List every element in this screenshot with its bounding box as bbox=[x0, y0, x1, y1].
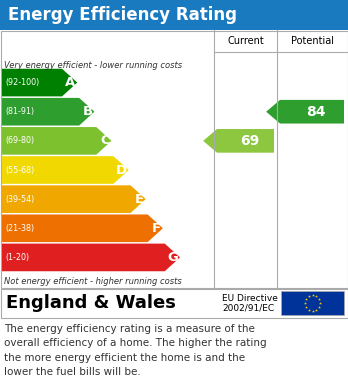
Text: England & Wales: England & Wales bbox=[6, 294, 176, 312]
Text: F: F bbox=[152, 222, 161, 235]
Text: 69: 69 bbox=[240, 134, 259, 148]
Text: (39-54): (39-54) bbox=[5, 195, 34, 204]
Text: D: D bbox=[116, 163, 127, 176]
Text: G: G bbox=[167, 251, 178, 264]
Text: Not energy efficient - higher running costs: Not energy efficient - higher running co… bbox=[4, 276, 182, 285]
Polygon shape bbox=[2, 98, 94, 126]
Bar bbox=[0, 30, 348, 287]
Polygon shape bbox=[2, 185, 146, 213]
Text: Potential: Potential bbox=[291, 36, 334, 46]
Text: 84: 84 bbox=[306, 105, 326, 119]
Text: The energy efficiency rating is a measure of the
overall efficiency of a home. T: The energy efficiency rating is a measur… bbox=[4, 324, 267, 377]
Polygon shape bbox=[266, 100, 344, 124]
Text: (21-38): (21-38) bbox=[5, 224, 34, 233]
Bar bbox=[281, 291, 344, 315]
Text: A: A bbox=[65, 76, 75, 89]
Polygon shape bbox=[2, 69, 77, 97]
Polygon shape bbox=[2, 156, 129, 184]
Text: (81-91): (81-91) bbox=[5, 107, 34, 116]
Text: Current: Current bbox=[227, 36, 264, 46]
Text: (69-80): (69-80) bbox=[5, 136, 34, 145]
Text: E: E bbox=[135, 193, 144, 206]
Polygon shape bbox=[2, 244, 180, 271]
Polygon shape bbox=[2, 215, 163, 242]
Text: Very energy efficient - lower running costs: Very energy efficient - lower running co… bbox=[4, 61, 182, 70]
Polygon shape bbox=[203, 129, 274, 152]
Text: C: C bbox=[100, 135, 110, 147]
Text: 2002/91/EC: 2002/91/EC bbox=[222, 304, 274, 313]
Text: Energy Efficiency Rating: Energy Efficiency Rating bbox=[8, 6, 237, 24]
Bar bbox=[0, 289, 348, 317]
Text: (1-20): (1-20) bbox=[5, 253, 29, 262]
Text: (55-68): (55-68) bbox=[5, 165, 34, 174]
Text: B: B bbox=[82, 105, 92, 118]
Polygon shape bbox=[2, 127, 111, 155]
Bar bbox=[0, 0, 348, 30]
Text: EU Directive: EU Directive bbox=[222, 294, 278, 303]
Text: (92-100): (92-100) bbox=[5, 78, 39, 87]
